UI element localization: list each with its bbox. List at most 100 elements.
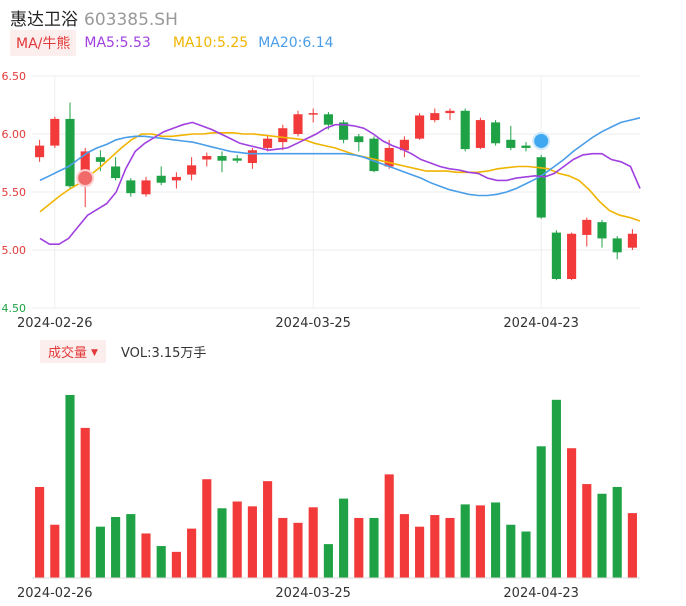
candle-body — [141, 180, 151, 195]
date-tick-label: 2024-04-23 — [503, 316, 579, 331]
ma-indicator-row: MA/牛熊 MA5:5.53 MA10:5.25 MA20:6.14 — [10, 30, 334, 56]
candle-body — [35, 145, 45, 158]
ma5-line — [39, 121, 641, 245]
volume-date-tick-label: 2024-02-26 — [17, 586, 93, 601]
volume-bar — [384, 474, 394, 578]
volume-bar — [141, 533, 151, 578]
volume-bar — [95, 526, 105, 578]
volume-bar — [460, 504, 470, 578]
volume-bar — [567, 448, 577, 578]
volume-bar — [354, 517, 364, 578]
candle-body — [475, 120, 485, 148]
candle-body — [111, 166, 121, 179]
candle-body — [460, 110, 470, 150]
candle-body — [171, 176, 181, 181]
candle-body — [612, 238, 622, 253]
volume-bar — [35, 486, 45, 578]
ma-selector-button[interactable]: MA/牛熊 — [10, 30, 77, 56]
volume-bar — [232, 501, 242, 578]
candle-body — [278, 128, 288, 143]
ma10-line — [39, 132, 641, 222]
volume-bar — [50, 524, 60, 578]
volume-bar — [263, 481, 273, 578]
volume-bar — [202, 479, 212, 578]
candle-body — [187, 165, 197, 175]
candle-body — [551, 232, 561, 279]
candle-body — [506, 139, 516, 148]
volume-bar — [217, 508, 227, 578]
volume-bar — [339, 498, 349, 578]
candle-body — [430, 113, 440, 121]
volume-bar — [247, 506, 257, 578]
volume-bar — [399, 514, 409, 578]
bull-marker-icon — [76, 169, 95, 188]
candle-body — [415, 115, 425, 139]
price-tick-label: 5.00 — [2, 244, 27, 257]
volume-tag-label: 成交量 — [48, 345, 88, 361]
candle-body — [597, 222, 607, 239]
volume-bar — [582, 484, 592, 578]
volume-bar — [369, 517, 379, 578]
stock-name: 惠达卫浴 — [10, 10, 78, 30]
ma20-label: MA20:6.14 — [258, 35, 334, 51]
candle-body — [202, 156, 212, 160]
candle-body — [536, 157, 546, 218]
volume-date-tick-label: 2024-04-23 — [503, 586, 579, 601]
stock-title: 惠达卫浴 603385.SH — [10, 5, 178, 30]
candle-body — [217, 156, 227, 161]
candle-body — [339, 122, 349, 140]
price-tick-label: 6.00 — [2, 128, 27, 141]
candle-body — [247, 150, 257, 163]
candle-body — [308, 113, 318, 115]
price-tick-label: 5.50 — [2, 186, 27, 199]
candle-body — [263, 138, 273, 148]
candle-body — [369, 138, 379, 172]
volume-bar — [536, 446, 546, 578]
price-tick-label: 4.50 — [2, 302, 27, 315]
candle-body — [582, 219, 592, 235]
volume-bar — [80, 427, 90, 578]
candle-body — [95, 157, 105, 162]
candle-body — [384, 147, 394, 167]
volume-bar — [491, 502, 501, 578]
candle-body — [354, 136, 364, 143]
volume-bar — [293, 522, 303, 578]
candle-body — [80, 151, 90, 187]
volume-bar — [111, 516, 121, 578]
volume-bar — [445, 517, 455, 578]
candle-body — [399, 139, 409, 151]
candle-body — [50, 118, 60, 146]
volume-value-label: VOL:3.15万手 — [120, 345, 207, 361]
volume-selector-button[interactable]: 成交量 ▼ — [40, 339, 106, 363]
candle-body — [293, 114, 303, 134]
candle-body — [491, 122, 501, 144]
volume-bar — [278, 517, 288, 578]
candle-body — [627, 233, 637, 248]
volume-bar — [171, 551, 181, 578]
candle-body — [567, 233, 577, 279]
volume-bar — [430, 515, 440, 578]
volume-indicator-row: 成交量 ▼ VOL:3.15万手 — [40, 339, 207, 363]
ma5-label: MA5:5.53 — [84, 35, 151, 51]
price-tick-label: 6.50 — [2, 70, 27, 83]
volume-bar — [187, 528, 197, 578]
volume-bar — [65, 394, 75, 578]
stock-code: 603385.SH — [84, 10, 178, 30]
candle-body — [65, 118, 75, 187]
candle-body — [521, 145, 531, 148]
volume-bar — [475, 505, 485, 578]
volume-bar — [597, 493, 607, 578]
candle-body — [445, 110, 455, 114]
volume-bar — [627, 513, 637, 578]
candle-body — [126, 180, 136, 194]
candle-body — [323, 114, 333, 125]
candle-body — [232, 158, 242, 161]
volume-bar — [521, 531, 531, 578]
caret-down-icon: ▼ — [91, 347, 98, 358]
volume-bar — [551, 399, 561, 578]
volume-bar — [415, 526, 425, 578]
ma10-label: MA10:5.25 — [172, 35, 249, 51]
volume-bar — [126, 514, 136, 578]
volume-bar — [612, 486, 622, 578]
